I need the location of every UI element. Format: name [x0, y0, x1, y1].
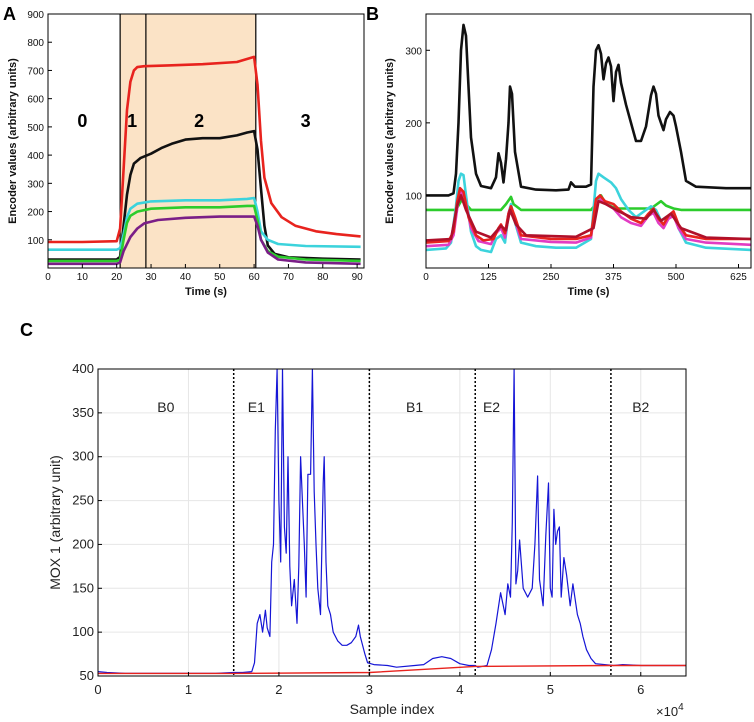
series-line-red	[48, 55, 361, 244]
x-tick-label: 50	[214, 272, 226, 283]
x-tick-label: 2	[275, 682, 282, 697]
x-tick-label: 10	[77, 272, 89, 283]
series-line-black	[426, 23, 751, 197]
y-tick-label: 400	[27, 151, 44, 162]
y-tick-label: 400	[72, 361, 94, 376]
y-tick-label: 350	[72, 405, 94, 420]
phase-label-3: 3	[301, 111, 311, 131]
series-line-red	[426, 186, 751, 244]
x-tick-label: 80	[317, 272, 329, 283]
y-tick-label: 200	[72, 536, 94, 551]
y-axis-label: Encoder values (arbitrary units)	[7, 58, 19, 224]
series-line-black	[48, 129, 361, 261]
region-label-e2: E2	[483, 399, 500, 415]
x-tick-label: 375	[605, 272, 622, 283]
series-line-darkred	[426, 194, 751, 242]
region-label-b2: B2	[632, 399, 649, 415]
x-tick-label: 3	[366, 682, 373, 697]
y-tick-label: 800	[27, 38, 44, 49]
series-line-cyan	[426, 172, 751, 254]
y-axis-label: MOX 1 (arbitrary unit)	[47, 455, 63, 590]
x-tick-label: 0	[45, 272, 51, 283]
x-tick-label: 30	[145, 272, 157, 283]
y-tick-label: 100	[405, 191, 422, 202]
x-tick-label: 6	[637, 682, 644, 697]
x-axis-label: Sample index	[350, 701, 435, 717]
y-tick-label: 150	[72, 580, 94, 595]
chart-c: 0 1 2 3 4 5 6 50 100 150 200 250 300 350 400 Sample ind…	[47, 361, 687, 719]
shaded-region	[120, 14, 256, 268]
series-line-baseline	[98, 664, 686, 675]
x-tick-label: 1	[185, 682, 192, 697]
plot-frame	[97, 368, 687, 677]
x-tick-label: 250	[543, 272, 560, 283]
panel-label-a: A	[3, 4, 16, 24]
y-tick-label: 100	[27, 236, 44, 247]
chart-a: 0 10 20 30 40 50 60 70 80 90100200300400500600700…	[7, 10, 365, 298]
x-tick-label: 0	[94, 682, 101, 697]
y-tick-label: 250	[72, 493, 94, 508]
series-line-purple	[48, 215, 361, 266]
series-line-mox-1	[98, 369, 686, 674]
x-tick-label: 40	[180, 272, 192, 283]
y-tick-label: 200	[27, 208, 44, 219]
y-tick-label: 50	[80, 668, 94, 683]
x-tick-label: 0	[423, 272, 429, 283]
series-line-green	[426, 194, 751, 212]
region-label-b0: B0	[157, 399, 174, 415]
y-tick-label: 100	[72, 624, 94, 639]
x-axis-label: Time (s)	[568, 286, 610, 298]
x-tick-label: 70	[283, 272, 295, 283]
x-tick-label: 60	[249, 272, 261, 283]
x-tick-label: 20	[111, 272, 123, 283]
phase-label-2: 2	[194, 111, 204, 131]
series-line-green	[48, 204, 361, 263]
y-axis-label: Encoder values (arbitrary units)	[384, 58, 396, 224]
x-tick-label: 125	[480, 272, 497, 283]
plot-frame	[425, 13, 752, 269]
chart-b: 0 125 250 375 500 625 100 200 300 Time (s) Encoder…	[384, 13, 752, 298]
phase-label-0: 0	[77, 111, 87, 131]
y-tick-label: 300	[72, 449, 94, 464]
x-tick-label: 5	[547, 682, 554, 697]
x-tick-label: 500	[668, 272, 685, 283]
region-label-e1: E1	[248, 399, 265, 415]
x-tick-label: 625	[730, 272, 747, 283]
panel-label-b: B	[366, 4, 379, 24]
region-label-b1: B1	[406, 399, 423, 415]
y-tick-label: 900	[27, 10, 44, 21]
x-tick-label: 90	[352, 272, 364, 283]
phase-label-1: 1	[127, 111, 137, 131]
plot-frame	[47, 13, 365, 269]
x-multiplier: ×104	[656, 702, 684, 719]
panel-label-c: C	[20, 320, 33, 340]
y-tick-label: 600	[27, 95, 44, 106]
x-axis-label: Time (s)	[185, 286, 227, 298]
x-tick-label: 4	[456, 682, 463, 697]
y-tick-label: 200	[405, 119, 422, 130]
y-tick-label: 300	[405, 46, 422, 57]
y-tick-label: 700	[27, 66, 44, 77]
y-tick-label: 300	[27, 179, 44, 190]
y-tick-label: 500	[27, 123, 44, 134]
